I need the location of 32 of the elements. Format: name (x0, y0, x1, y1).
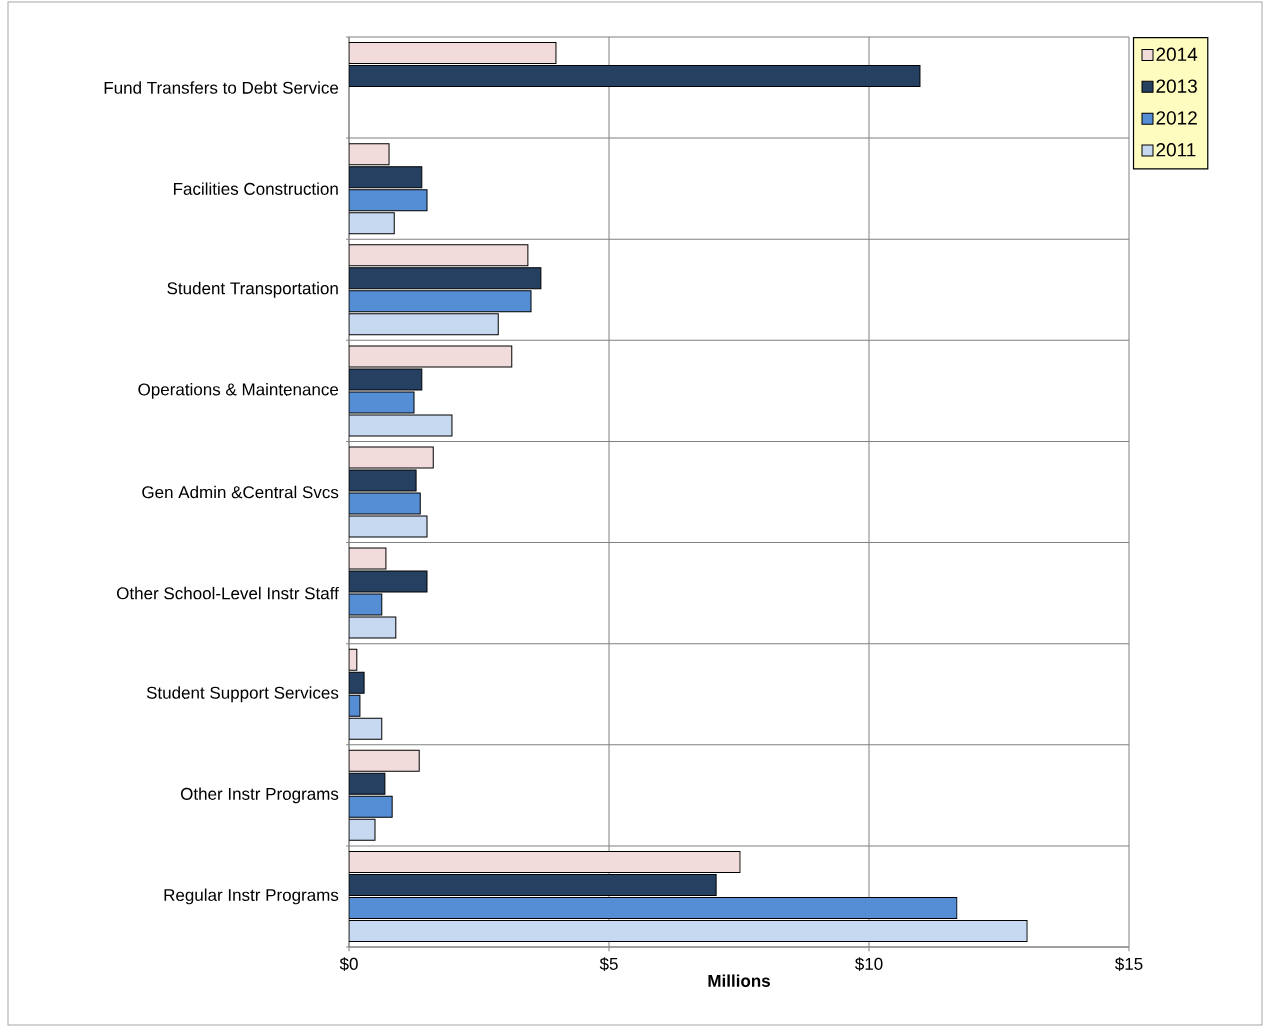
legend-label: 2012 (1156, 111, 1197, 125)
bar (349, 244, 529, 267)
bar (349, 42, 557, 65)
bar (349, 166, 423, 189)
y-tick-label: Operations & Maintenance (138, 382, 339, 399)
y-tick-label: Student Support Services (146, 686, 339, 703)
y-tick-label: Fund Transfers to Debt Service (104, 81, 339, 94)
legend-label: 2011 (1156, 143, 1196, 157)
y-tick-label: Student Transportation (167, 281, 338, 298)
bar (349, 772, 386, 795)
x-tick-label: $0 (339, 957, 358, 971)
y-tick-label: Regular Instr Programs (164, 888, 339, 905)
x-tick-label: $5 (599, 957, 618, 971)
legend-label: 2014 (1156, 47, 1198, 62)
bar (349, 919, 1028, 942)
y-tick-label: Gen Admin &Central Svcs (142, 485, 339, 499)
y-tick-label: Facilities Construction (173, 182, 338, 195)
bar (349, 143, 390, 166)
bar (349, 65, 921, 88)
x-tick-label: $15 (1115, 957, 1143, 971)
bar (349, 873, 717, 896)
x-tick-label: $10 (855, 957, 883, 971)
bar (349, 267, 542, 290)
legend-label: 2013 (1156, 79, 1197, 93)
y-tick-label: Other Instr Programs (180, 787, 339, 804)
bar (349, 212, 395, 235)
bar (349, 313, 499, 336)
bar (349, 717, 383, 740)
y-tick-label: Other School-Level Instr Staff (116, 586, 339, 600)
x-axis-title: Millions (708, 974, 770, 987)
bar (349, 850, 741, 873)
bar (349, 749, 420, 772)
